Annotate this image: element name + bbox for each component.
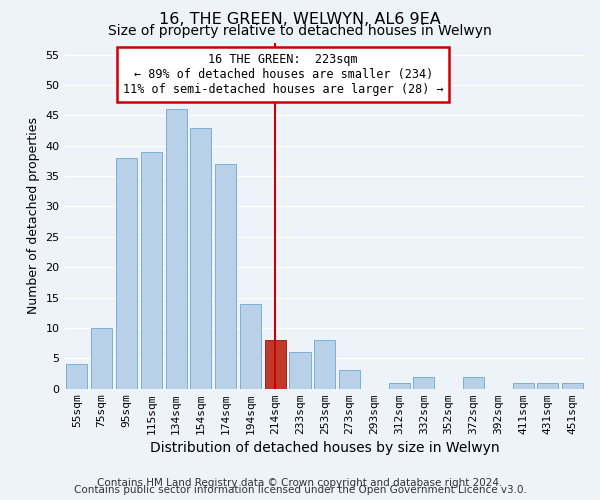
Bar	[463, 376, 484, 388]
Y-axis label: Number of detached properties: Number of detached properties	[27, 117, 40, 314]
Text: 16, THE GREEN, WELWYN, AL6 9EA: 16, THE GREEN, WELWYN, AL6 9EA	[159, 12, 441, 28]
Bar	[265, 340, 286, 388]
Bar	[215, 164, 236, 388]
Bar	[562, 382, 583, 388]
Bar	[339, 370, 360, 388]
Text: 16 THE GREEN:  223sqm
← 89% of detached houses are smaller (234)
11% of semi-det: 16 THE GREEN: 223sqm ← 89% of detached h…	[123, 53, 443, 96]
Bar	[116, 158, 137, 388]
Text: Size of property relative to detached houses in Welwyn: Size of property relative to detached ho…	[108, 24, 492, 38]
Bar	[91, 328, 112, 388]
Bar	[512, 382, 533, 388]
Text: Contains HM Land Registry data © Crown copyright and database right 2024.: Contains HM Land Registry data © Crown c…	[97, 478, 503, 488]
Bar	[289, 352, 311, 388]
Bar	[413, 376, 434, 388]
Bar	[314, 340, 335, 388]
Bar	[240, 304, 261, 388]
Bar	[141, 152, 162, 388]
Bar	[190, 128, 211, 388]
Bar	[389, 382, 410, 388]
Bar	[537, 382, 559, 388]
Bar	[166, 110, 187, 388]
Bar	[67, 364, 88, 388]
X-axis label: Distribution of detached houses by size in Welwyn: Distribution of detached houses by size …	[150, 441, 500, 455]
Text: Contains public sector information licensed under the Open Government Licence v3: Contains public sector information licen…	[74, 485, 526, 495]
